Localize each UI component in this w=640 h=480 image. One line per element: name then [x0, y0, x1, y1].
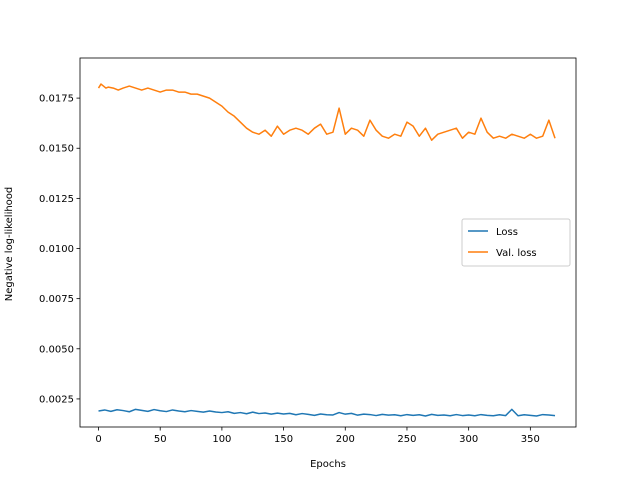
y-tick-label: 0.0100 [39, 244, 74, 255]
y-tick-label: 0.0075 [39, 294, 74, 305]
legend-label-2: Val. loss [496, 248, 537, 259]
series-layer [97, 83, 556, 417]
y-tick-label: 0.0025 [39, 394, 74, 405]
axes-layer: 0 50 100 150 200 250 300 350 0.0025 0.0050 0.0075 0… [39, 57, 577, 445]
y-tick-label: 0.0050 [39, 344, 74, 355]
x-tick-label: 150 [274, 434, 293, 445]
x-axis-label: Epochs [310, 459, 346, 470]
series-line-2 [97, 83, 556, 141]
x-tick-label: 300 [459, 434, 478, 445]
y-tick-label: 0.0125 [39, 194, 74, 205]
x-tick-label: 250 [397, 434, 416, 445]
series-line-1 [98, 408, 556, 417]
x-tick-label: 0 [95, 434, 101, 445]
y-tick-label: 0.0150 [39, 144, 74, 155]
x-tick-label: 100 [212, 434, 231, 445]
legend-label-1: Loss [496, 227, 518, 238]
y-axis-label: Negative log-likelihood [4, 187, 15, 302]
x-tick-label: 50 [154, 434, 167, 445]
y-tick-label: 0.0175 [39, 94, 74, 105]
legend-box [461, 218, 571, 267]
x-tick-label: 200 [336, 434, 355, 445]
x-tick-label: 350 [521, 434, 540, 445]
plot-frame [79, 57, 577, 428]
legend: Loss Val. loss [461, 218, 571, 267]
